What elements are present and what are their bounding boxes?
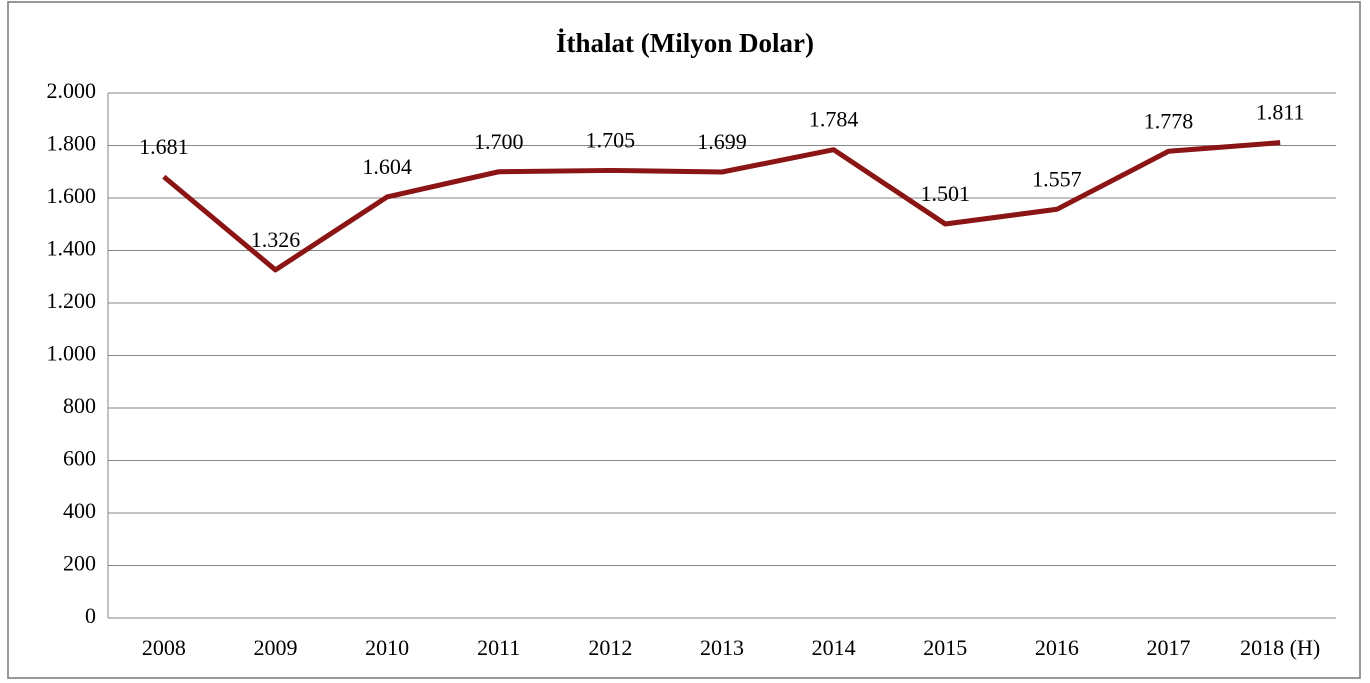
line: [162, 140, 1281, 273]
data-label: 1.557: [1032, 166, 1082, 191]
y-tick-label: 1.200: [47, 288, 97, 313]
x-tick-label: 2016: [1035, 635, 1079, 660]
y-tick-label: 2.000: [47, 78, 97, 103]
x-tick-label: 2014: [812, 635, 856, 660]
y-tick-label: 800: [63, 393, 96, 418]
y-tick-label: 1.000: [47, 341, 97, 366]
data-label: 1.604: [362, 154, 412, 179]
data-label: 1.699: [697, 129, 747, 154]
x-tick-label: 2011: [477, 635, 520, 660]
x-tick-label: 2017: [1147, 635, 1191, 660]
y-tick-label: 1.800: [47, 131, 97, 156]
y-tick-label: 600: [63, 446, 96, 471]
x-tick-label: 2018 (H): [1240, 635, 1320, 660]
data-label: 1.700: [474, 129, 524, 154]
data-label: 1.326: [251, 227, 301, 252]
y-tick-label: 1.600: [47, 183, 97, 208]
chart-border: [7, 1, 1361, 679]
y-tick-label: 400: [63, 498, 96, 523]
data-label: 1.811: [1256, 100, 1305, 125]
x-tick-label: 2013: [700, 635, 744, 660]
x-tick-label: 2012: [588, 635, 632, 660]
y-tick-label: 0: [85, 603, 96, 628]
data-label: 1.784: [809, 107, 859, 132]
x-tick-label: 2010: [365, 635, 409, 660]
x-tick-label: 2015: [923, 635, 967, 660]
data-label: 1.705: [586, 127, 636, 152]
data-label: 1.778: [1144, 108, 1194, 133]
x-tick-label: 2009: [253, 635, 297, 660]
y-tick-label: 200: [63, 551, 96, 576]
data-label: 1.681: [139, 134, 189, 159]
data-label: 1.501: [921, 181, 971, 206]
x-tick-label: 2008: [142, 635, 186, 660]
y-tick-label: 1.400: [47, 236, 97, 261]
chart-title: İthalat (Milyon Dolar): [556, 28, 814, 58]
